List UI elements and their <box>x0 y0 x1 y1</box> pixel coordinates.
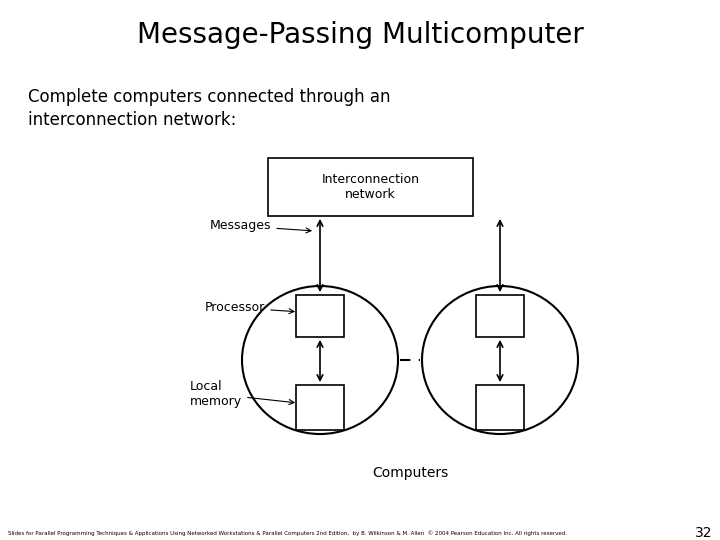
Text: 32: 32 <box>695 526 712 540</box>
Bar <box>476 295 524 337</box>
Bar <box>268 158 473 216</box>
Bar <box>476 385 524 430</box>
Bar <box>296 295 344 337</box>
Text: Messages: Messages <box>210 219 311 233</box>
Text: Slides for Parallel Programming Techniques & Applications Using Networked Workst: Slides for Parallel Programming Techniqu… <box>8 530 567 536</box>
Text: Interconnection
network: Interconnection network <box>322 173 420 201</box>
Ellipse shape <box>242 286 398 434</box>
Ellipse shape <box>422 286 578 434</box>
Text: Computers: Computers <box>372 466 448 480</box>
Text: Local
memory: Local memory <box>190 380 294 408</box>
Text: Message-Passing Multicomputer: Message-Passing Multicomputer <box>137 21 583 49</box>
Text: Complete computers connected through an
interconnection network:: Complete computers connected through an … <box>28 88 390 129</box>
Text: Processor: Processor <box>205 301 294 314</box>
Bar <box>296 385 344 430</box>
